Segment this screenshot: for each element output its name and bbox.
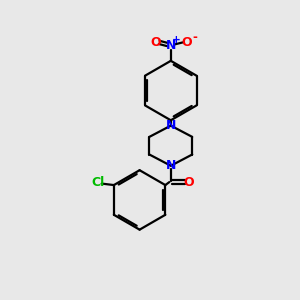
Text: N: N [166,119,176,132]
Text: N: N [166,159,176,172]
Text: O: O [181,36,192,49]
Text: +: + [172,35,181,45]
Text: N: N [166,40,176,52]
Text: O: O [183,176,194,189]
Text: Cl: Cl [91,176,104,189]
Text: O: O [150,36,161,49]
Text: -: - [192,32,197,44]
